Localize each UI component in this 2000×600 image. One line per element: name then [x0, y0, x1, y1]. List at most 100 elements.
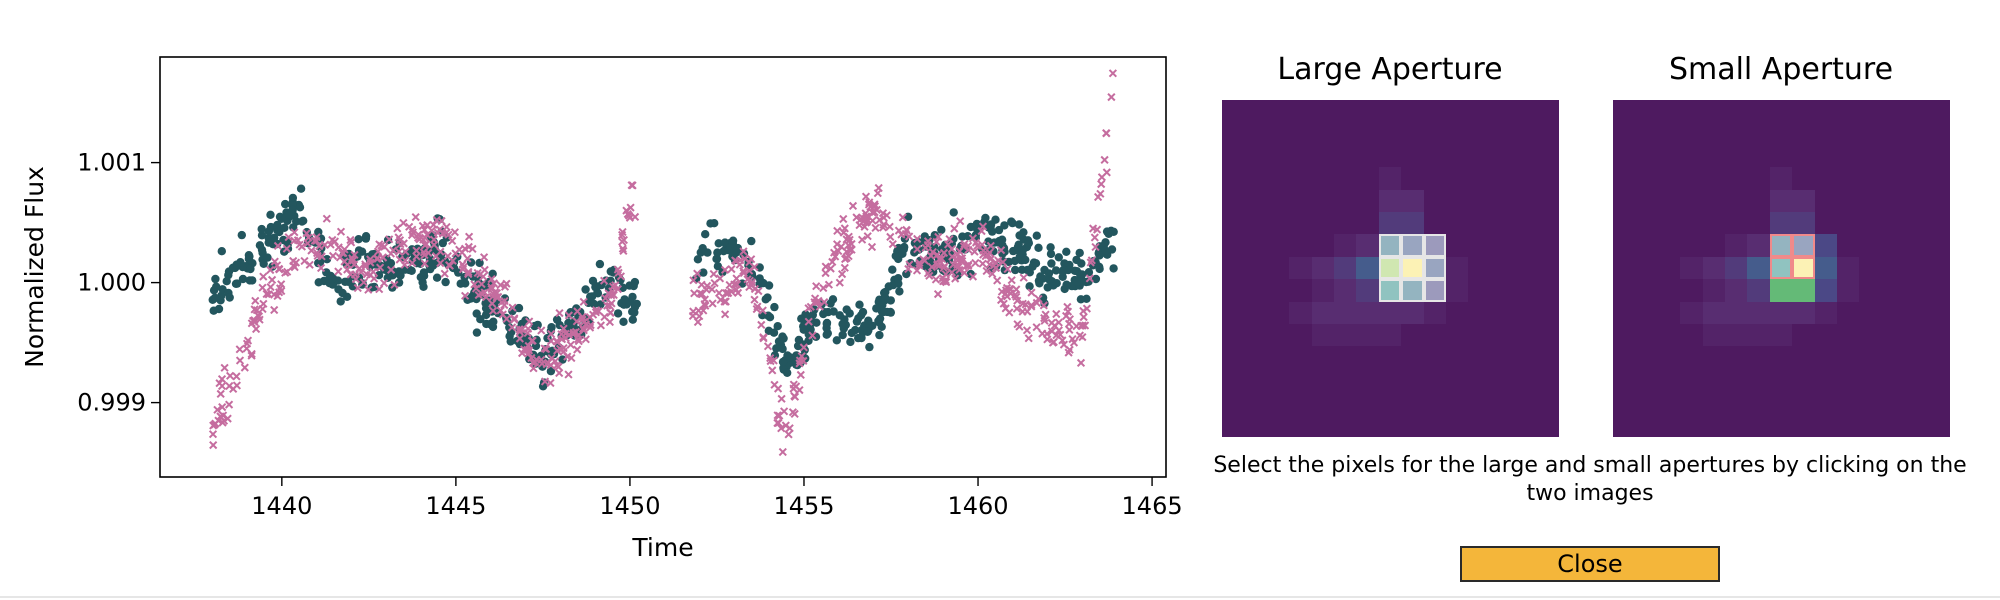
aperture-pixel[interactable]	[1378, 189, 1402, 213]
aperture-pixel[interactable]	[1446, 234, 1469, 258]
aperture-pixel[interactable]	[1334, 256, 1357, 280]
aperture-pixel[interactable]	[1356, 144, 1380, 168]
aperture-pixel[interactable]	[1613, 324, 1636, 347]
aperture-pixel[interactable]	[1513, 324, 1537, 347]
aperture-pixel[interactable]	[1266, 324, 1290, 347]
aperture-pixel[interactable]	[1289, 413, 1313, 437]
aperture-pixel[interactable]	[1266, 413, 1290, 437]
aperture-pixel[interactable]	[1926, 122, 1950, 146]
aperture-pixel[interactable]	[1334, 391, 1357, 415]
aperture-pixel[interactable]	[1747, 167, 1771, 191]
aperture-pixel[interactable]	[1289, 301, 1313, 325]
aperture-pixel[interactable]	[1792, 391, 1816, 415]
aperture-pixel[interactable]	[1423, 189, 1447, 213]
selected-pixel[interactable]	[1401, 234, 1424, 257]
aperture-pixel[interactable]	[1792, 144, 1816, 168]
aperture-pixel[interactable]	[1613, 144, 1636, 168]
aperture-pixel[interactable]	[1680, 346, 1704, 370]
aperture-pixel[interactable]	[1725, 212, 1748, 235]
aperture-pixel[interactable]	[1769, 100, 1793, 123]
aperture-pixel[interactable]	[1244, 189, 1268, 213]
aperture-pixel[interactable]	[1222, 100, 1245, 123]
selected-pixel[interactable]	[1423, 256, 1446, 280]
aperture-pixel[interactable]	[1725, 279, 1748, 303]
aperture-pixel[interactable]	[1423, 413, 1447, 437]
aperture-pixel[interactable]	[1535, 256, 1559, 280]
aperture-pixel[interactable]	[1926, 368, 1950, 392]
aperture-pixel[interactable]	[1859, 256, 1883, 280]
aperture-pixel[interactable]	[1513, 100, 1537, 123]
aperture-pixel[interactable]	[1289, 144, 1313, 168]
aperture-pixel[interactable]	[1378, 144, 1402, 168]
close-button[interactable]: Close	[1460, 546, 1720, 582]
selected-pixel[interactable]	[1769, 234, 1793, 257]
aperture-pixel[interactable]	[1837, 234, 1860, 258]
aperture-pixel[interactable]	[1244, 234, 1268, 258]
aperture-pixel[interactable]	[1334, 144, 1357, 168]
aperture-pixel[interactable]	[1513, 234, 1537, 258]
aperture-pixel[interactable]	[1904, 189, 1928, 213]
aperture-pixel[interactable]	[1244, 368, 1268, 392]
aperture-pixel[interactable]	[1401, 256, 1425, 280]
aperture-pixel[interactable]	[1657, 324, 1681, 347]
aperture-pixel[interactable]	[1513, 256, 1537, 280]
aperture-pixel[interactable]	[1311, 324, 1335, 347]
aperture-pixel[interactable]	[1814, 413, 1838, 437]
aperture-pixel[interactable]	[1725, 189, 1748, 213]
aperture-pixel[interactable]	[1311, 100, 1335, 123]
aperture-pixel[interactable]	[1244, 212, 1268, 235]
aperture-pixel[interactable]	[1680, 144, 1704, 168]
aperture-pixel[interactable]	[1535, 301, 1559, 325]
aperture-pixel[interactable]	[1657, 167, 1681, 191]
aperture-pixel[interactable]	[1792, 256, 1816, 280]
aperture-pixel[interactable]	[1635, 256, 1659, 280]
aperture-pixel[interactable]	[1468, 234, 1492, 258]
aperture-pixel[interactable]	[1702, 100, 1726, 123]
aperture-pixel[interactable]	[1904, 413, 1928, 437]
aperture-pixel[interactable]	[1289, 279, 1313, 303]
aperture-pixel[interactable]	[1378, 301, 1402, 325]
aperture-pixel[interactable]	[1881, 413, 1905, 437]
aperture-pixel[interactable]	[1881, 144, 1905, 168]
aperture-pixel[interactable]	[1266, 346, 1290, 370]
aperture-pixel[interactable]	[1635, 212, 1659, 235]
aperture-pixel[interactable]	[1725, 346, 1748, 370]
aperture-pixel[interactable]	[1446, 256, 1469, 280]
aperture-pixel[interactable]	[1356, 301, 1380, 325]
aperture-pixel[interactable]	[1490, 234, 1514, 258]
aperture-pixel[interactable]	[1468, 346, 1492, 370]
aperture-pixel[interactable]	[1311, 391, 1335, 415]
aperture-pixel[interactable]	[1859, 100, 1883, 123]
aperture-pixel[interactable]	[1222, 279, 1245, 303]
aperture-pixel[interactable]	[1401, 144, 1425, 168]
aperture-pixel[interactable]	[1535, 346, 1559, 370]
aperture-pixel[interactable]	[1904, 256, 1928, 280]
aperture-pixel[interactable]	[1680, 189, 1704, 213]
aperture-pixel[interactable]	[1635, 391, 1659, 415]
aperture-pixel[interactable]	[1513, 279, 1537, 303]
aperture-pixel[interactable]	[1446, 301, 1469, 325]
aperture-pixel[interactable]	[1680, 391, 1704, 415]
aperture-pixel[interactable]	[1311, 212, 1335, 235]
aperture-pixel[interactable]	[1334, 100, 1357, 123]
aperture-pixel[interactable]	[1266, 256, 1290, 280]
aperture-pixel[interactable]	[1356, 234, 1380, 258]
aperture-pixel[interactable]	[1747, 301, 1771, 325]
aperture-pixel[interactable]	[1613, 234, 1636, 258]
aperture-pixel[interactable]	[1613, 391, 1636, 415]
aperture-pixel[interactable]	[1311, 122, 1335, 146]
aperture-pixel[interactable]	[1657, 212, 1681, 235]
aperture-pixel[interactable]	[1490, 301, 1514, 325]
aperture-pixel[interactable]	[1837, 167, 1860, 191]
aperture-pixel[interactable]	[1222, 324, 1245, 347]
aperture-pixel[interactable]	[1401, 391, 1425, 415]
aperture-pixel[interactable]	[1401, 167, 1425, 191]
aperture-pixel[interactable]	[1814, 279, 1838, 303]
aperture-pixel[interactable]	[1859, 212, 1883, 235]
aperture-pixel[interactable]	[1244, 391, 1268, 415]
aperture-pixel[interactable]	[1904, 234, 1928, 258]
aperture-pixel[interactable]	[1535, 167, 1559, 191]
aperture-pixel[interactable]	[1881, 234, 1905, 258]
aperture-pixel[interactable]	[1657, 391, 1681, 415]
aperture-pixel[interactable]	[1792, 413, 1816, 437]
